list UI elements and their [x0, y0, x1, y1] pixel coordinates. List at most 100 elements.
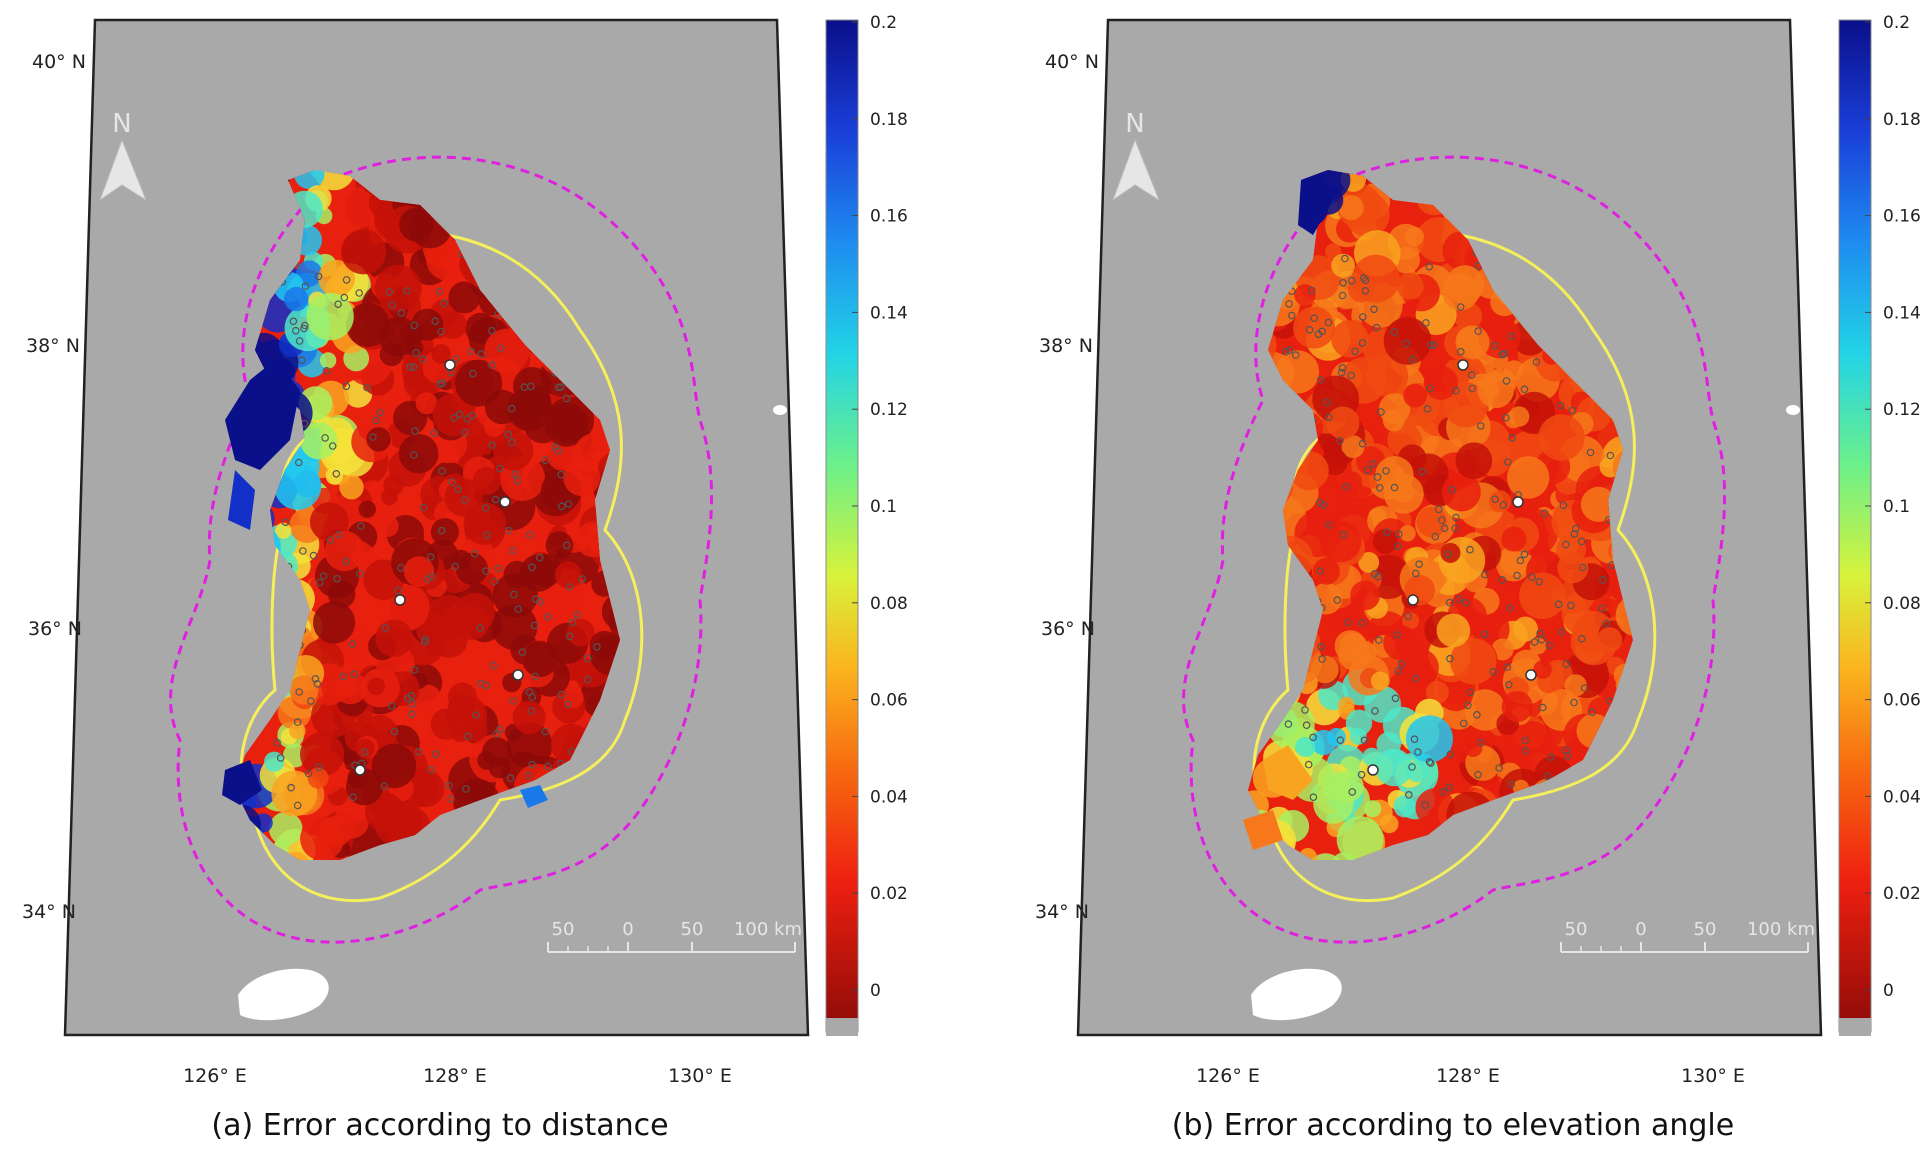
rain-gauge	[497, 344, 505, 353]
heat-cell	[519, 554, 558, 592]
rain-gauge	[557, 502, 566, 511]
rain-gauge	[488, 361, 496, 369]
rain-gauge	[1456, 347, 1465, 356]
colorbar-tick-label: 0.12	[870, 400, 908, 420]
rain-gauge	[1411, 569, 1420, 578]
rain-gauge	[1606, 451, 1615, 460]
heat-cell	[289, 675, 319, 705]
rain-gauge	[388, 301, 397, 309]
rain-gauge	[1360, 736, 1369, 745]
north-label: N	[112, 109, 131, 139]
rain-gauge	[1291, 351, 1300, 359]
rain-gauge	[440, 299, 448, 308]
heat-cell	[1378, 393, 1411, 425]
rain-gauge	[450, 413, 459, 422]
heat-cell	[1508, 406, 1530, 427]
heat-cell	[1331, 253, 1355, 278]
rain-gauge	[1358, 313, 1367, 321]
rain-gauge	[289, 317, 298, 326]
west-island	[228, 470, 255, 530]
heat-cell	[1501, 526, 1527, 552]
rain-gauge	[363, 383, 371, 392]
heat-cell	[1501, 691, 1533, 723]
rain-gauge	[1410, 735, 1419, 744]
rain-gauge	[356, 569, 364, 578]
scale-label: 0	[1635, 919, 1646, 940]
rain-gauge	[372, 416, 381, 425]
rain-gauge	[454, 485, 463, 494]
rain-gauge	[1602, 619, 1611, 628]
rain-gauge	[1502, 413, 1510, 422]
radar-station	[1512, 496, 1524, 508]
rain-gauge	[1347, 371, 1356, 380]
colorbar-tick-label: 0	[870, 981, 881, 1001]
rain-gauge	[528, 693, 537, 701]
rain-gauge	[276, 754, 285, 762]
heat-cell	[300, 732, 345, 777]
rain-gauge	[1520, 550, 1529, 559]
rain-gauge	[1446, 750, 1455, 759]
lon-label: 126° E	[1196, 1065, 1260, 1087]
heat-cell	[1464, 738, 1483, 758]
heat-cell	[1379, 814, 1399, 834]
heat-cell	[366, 427, 391, 452]
rain-gauge	[322, 366, 331, 375]
heat-cell	[415, 392, 438, 415]
rain-gauge	[1439, 787, 1448, 796]
rain-gauge	[1426, 759, 1435, 767]
ulleung-island	[1786, 405, 1800, 415]
rain-gauge	[504, 430, 513, 439]
rain-gauge	[1477, 738, 1485, 747]
heat-cell	[294, 170, 325, 190]
rain-gauge	[1445, 783, 1454, 792]
rain-gauge	[1344, 618, 1352, 627]
rain-gauge	[1459, 719, 1468, 728]
heat-cell	[300, 422, 338, 460]
rain-gauge	[402, 287, 411, 295]
heat-cell	[1464, 689, 1506, 731]
rain-gauge	[1375, 483, 1384, 492]
rain-gauge	[481, 504, 490, 512]
heat-cell	[271, 770, 318, 817]
lat-label: 34° N	[22, 901, 76, 923]
rain-gauge	[1404, 790, 1413, 799]
rain-gauge	[403, 694, 412, 703]
rain-gauge	[1372, 323, 1381, 332]
heat-cell	[1403, 383, 1427, 408]
rain-gauge	[1373, 473, 1382, 481]
heat-cell	[455, 592, 495, 633]
heat-cell	[1513, 616, 1538, 642]
rain-gauge	[568, 618, 577, 627]
colorbar-tick-label: 0.18	[870, 110, 908, 130]
jeju-island	[238, 968, 329, 1021]
rain-gauge	[301, 282, 310, 290]
lat-label: 38° N	[26, 335, 80, 357]
rain-gauge	[1370, 569, 1379, 578]
heat-cell	[1340, 471, 1363, 493]
rain-gauge	[1538, 703, 1547, 712]
rain-gauge	[273, 738, 282, 747]
heat-cell	[1402, 612, 1419, 630]
heat-cell	[275, 522, 292, 539]
rain-gauge	[1361, 286, 1370, 295]
rain-gauge	[496, 464, 504, 473]
heat-cell	[563, 459, 601, 497]
scale-label: 0	[622, 919, 633, 940]
heat-cell	[472, 466, 501, 495]
rain-gauge	[1528, 573, 1536, 582]
north-arrow: N	[98, 109, 148, 202]
rain-gauge	[1347, 276, 1356, 285]
west-island-cluster	[225, 360, 300, 470]
rain-gauge	[414, 747, 423, 756]
rain-gauge	[314, 272, 323, 281]
heat-cell	[345, 302, 390, 347]
heat-cell	[411, 308, 444, 341]
panel-caption: (b) Error according to elevation angle	[1171, 1108, 1735, 1143]
rain-gauge	[1316, 375, 1325, 384]
rain-gauge	[1394, 667, 1403, 675]
rain-gauge	[1394, 530, 1403, 538]
heat-cell	[1393, 795, 1416, 818]
rain-gauge	[438, 467, 446, 475]
rain-gauge	[1415, 560, 1423, 569]
rain-gauge	[1508, 434, 1516, 442]
